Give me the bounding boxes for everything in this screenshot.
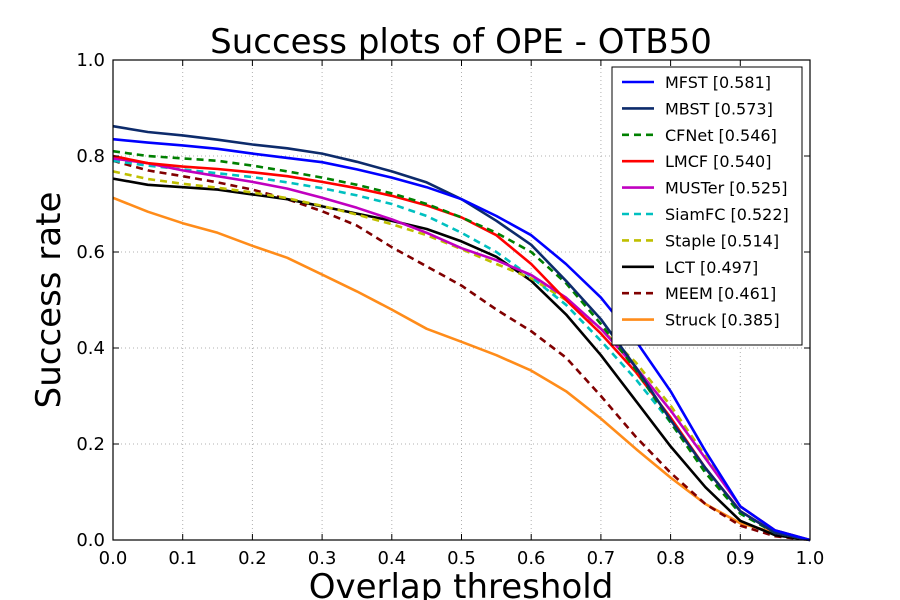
legend-label: Struck [0.385] <box>665 311 780 330</box>
x-tick-label: 0.4 <box>377 548 406 569</box>
x-tick-label: 0.7 <box>587 548 616 569</box>
legend-label: LCT [0.497] <box>665 258 758 277</box>
series-line <box>112 149 811 542</box>
legend-label: MEEM [0.461] <box>665 284 776 303</box>
y-axis-label: Success rate <box>29 192 69 409</box>
x-tick-label: 0.8 <box>656 548 685 569</box>
x-axis-label: Overlap threshold <box>309 567 614 600</box>
y-tick-label: 0.4 <box>76 338 105 359</box>
x-tick-label: 1.0 <box>796 548 825 569</box>
x-tick-label: 0.2 <box>238 548 267 569</box>
legend-label: MFST [0.581] <box>665 73 771 92</box>
series-line <box>112 137 811 542</box>
legend-label: SiamFC [0.522] <box>665 205 789 224</box>
x-tick-label: 0.0 <box>99 548 128 569</box>
x-tick-label: 0.6 <box>517 548 546 569</box>
x-tick-label: 0.5 <box>447 548 476 569</box>
x-tick-label: 0.3 <box>308 548 337 569</box>
y-tick-label: 0.8 <box>76 146 105 167</box>
legend-label: Staple [0.514] <box>665 231 779 250</box>
series-layer <box>112 124 811 542</box>
y-tick-label: 0.6 <box>76 242 105 263</box>
chart-title: Success plots of OPE - OTB50 <box>210 22 712 62</box>
tick-layer: 0.0 0.1 0.2 0.3 0.4 0.5 0.6 0.7 0.8 0.9 1.0 0.0 0.2 0… <box>76 50 824 569</box>
series-line <box>112 157 811 542</box>
series-line <box>112 177 811 542</box>
legend: MFST [0.581] MBST [0.573] CFNet [0.546] LMC… <box>611 66 803 346</box>
y-tick-label: 0.2 <box>76 434 105 455</box>
x-tick-label: 0.1 <box>168 548 197 569</box>
legend-label: MUSTer [0.525] <box>665 179 788 198</box>
x-tick-label: 0.9 <box>726 548 755 569</box>
y-tick-label: 0.0 <box>76 530 105 551</box>
y-tick-label: 1.0 <box>76 50 105 71</box>
series-line <box>112 159 811 542</box>
legend-label: CFNet [0.546] <box>665 126 777 145</box>
legend-label: MBST [0.573] <box>665 99 773 118</box>
series-line <box>112 170 811 542</box>
legend-label: LMCF [0.540] <box>665 152 771 171</box>
legend-box <box>611 66 803 346</box>
